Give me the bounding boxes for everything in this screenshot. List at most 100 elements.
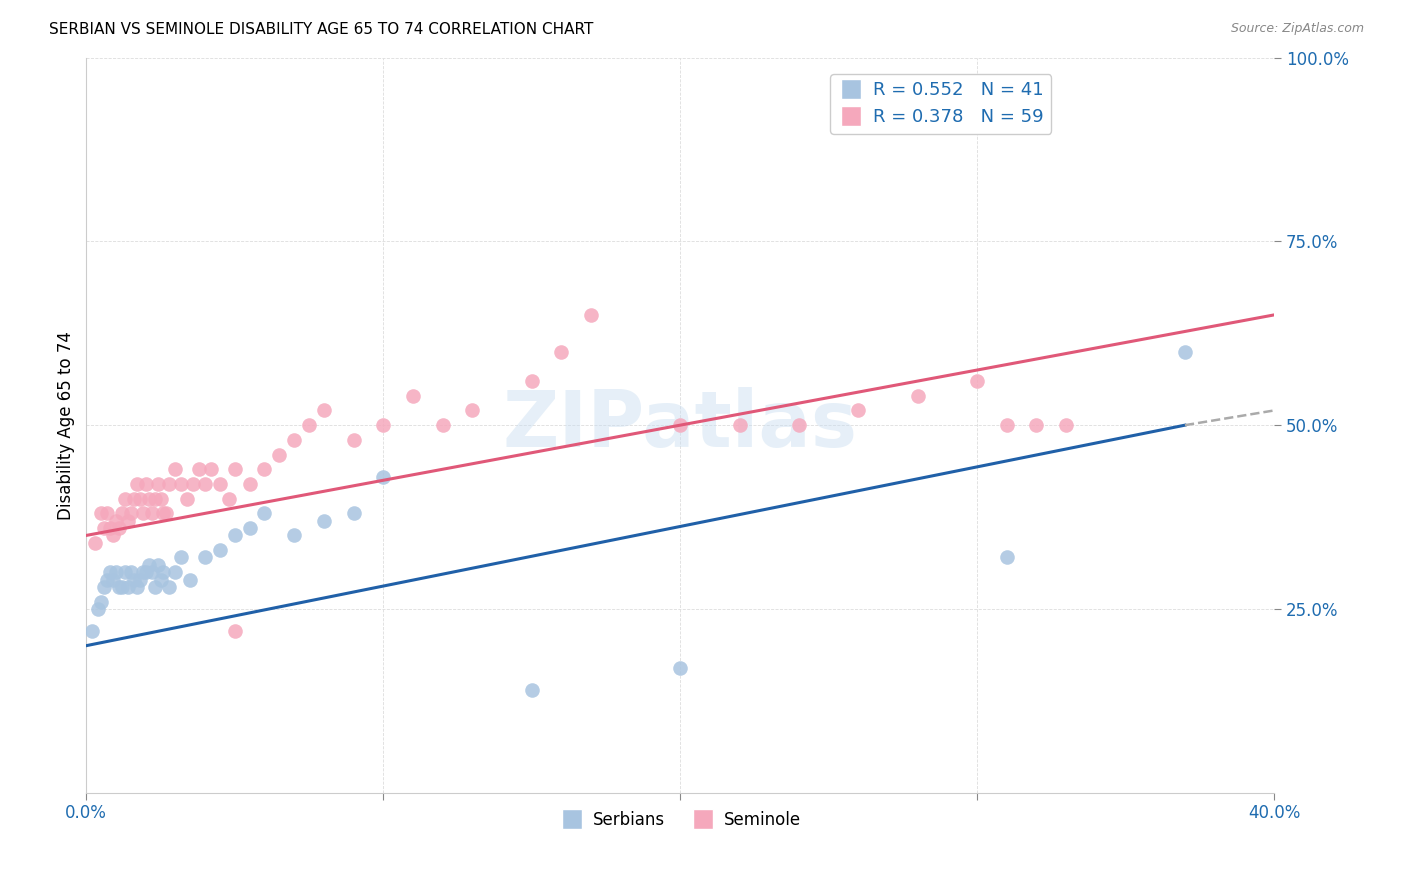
Point (128, 491, 150, 506)
Point (669, 418, 692, 433)
Point (108, 580, 131, 594)
Point (87, 602, 110, 616)
Point (669, 661, 692, 675)
Point (194, 550, 217, 565)
Point (165, 462, 187, 476)
Point (165, 565, 187, 579)
Point (520, 682, 543, 697)
Point (117, 580, 139, 594)
Point (253, 462, 276, 476)
Point (283, 433, 305, 447)
Y-axis label: Disability Age 65 to 74: Disability Age 65 to 74 (58, 331, 75, 520)
Point (98, 565, 121, 579)
Point (152, 565, 174, 579)
Point (373, 418, 395, 433)
Point (141, 565, 163, 579)
Point (122, 491, 145, 506)
Point (101, 528, 124, 542)
Point (146, 477, 169, 491)
Text: Source: ZipAtlas.com: Source: ZipAtlas.com (1230, 22, 1364, 36)
Point (1174, 344, 1197, 359)
Point (253, 507, 276, 521)
Point (93, 521, 115, 535)
Point (170, 550, 193, 565)
Point (101, 573, 124, 587)
Point (152, 507, 174, 521)
Point (342, 507, 364, 521)
Point (966, 374, 988, 388)
Point (312, 514, 335, 528)
Point (128, 573, 150, 587)
Point (96, 573, 118, 587)
Point (84, 535, 107, 549)
Point (728, 418, 751, 433)
Point (239, 521, 262, 535)
Point (149, 491, 172, 506)
Point (269, 448, 291, 462)
Point (111, 580, 134, 594)
Point (1054, 418, 1077, 433)
Point (312, 403, 335, 417)
Point (104, 565, 127, 579)
Point (125, 477, 148, 491)
Point (224, 462, 246, 476)
Point (114, 491, 136, 506)
Point (373, 469, 395, 483)
Point (787, 418, 810, 433)
Point (143, 491, 166, 506)
Point (995, 418, 1018, 433)
Point (907, 389, 929, 403)
Point (120, 507, 142, 521)
Point (120, 565, 142, 579)
Point (194, 477, 217, 491)
Point (138, 558, 160, 572)
Point (90, 594, 112, 608)
Point (200, 462, 222, 476)
Point (550, 344, 572, 359)
Point (122, 573, 145, 587)
Point (93, 580, 115, 594)
Point (342, 433, 364, 447)
Point (141, 507, 163, 521)
Point (159, 477, 181, 491)
Point (224, 624, 246, 638)
Point (176, 491, 198, 506)
Point (131, 507, 153, 521)
Point (188, 462, 211, 476)
Point (114, 565, 136, 579)
Point (96, 507, 118, 521)
Point (170, 477, 193, 491)
Point (1025, 418, 1047, 433)
Point (135, 477, 157, 491)
Point (224, 528, 246, 542)
Point (125, 580, 148, 594)
Point (149, 573, 172, 587)
Point (146, 558, 169, 572)
Legend: Serbians, Seminole: Serbians, Seminole (553, 805, 807, 836)
Point (283, 528, 305, 542)
Point (108, 521, 131, 535)
Point (138, 491, 160, 506)
Point (432, 418, 454, 433)
Text: SERBIAN VS SEMINOLE DISABILITY AGE 65 TO 74 CORRELATION CHART: SERBIAN VS SEMINOLE DISABILITY AGE 65 TO… (49, 22, 593, 37)
Point (402, 389, 425, 403)
Point (995, 550, 1018, 565)
Point (135, 565, 157, 579)
Point (143, 580, 166, 594)
Point (218, 491, 240, 506)
Point (111, 507, 134, 521)
Point (846, 403, 869, 417)
Point (579, 308, 602, 322)
Point (98, 521, 121, 535)
Point (82, 624, 104, 638)
Point (90, 507, 112, 521)
Point (117, 514, 139, 528)
Point (155, 507, 177, 521)
Point (131, 565, 153, 579)
Point (298, 418, 321, 433)
Point (239, 477, 262, 491)
Point (208, 543, 231, 558)
Point (104, 514, 127, 528)
Point (520, 374, 543, 388)
Point (208, 477, 231, 491)
